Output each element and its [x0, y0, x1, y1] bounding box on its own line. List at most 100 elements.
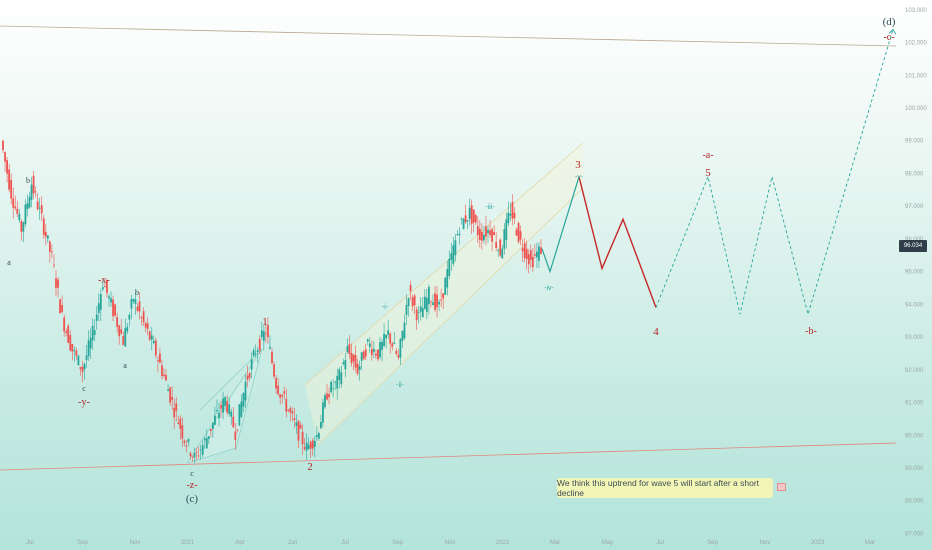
wave-label-w4[interactable]: 4: [653, 326, 659, 338]
candle-body: [222, 398, 224, 413]
candle-body: [354, 355, 357, 368]
wave-label-c2[interactable]: c: [190, 469, 194, 478]
candle-body: [423, 296, 426, 309]
candle-body: [269, 346, 271, 349]
wave-label-w2[interactable]: 2: [307, 461, 313, 473]
candle-body: [450, 253, 453, 261]
wave-label-c-big[interactable]: -c-: [883, 32, 894, 43]
candle-body: [4, 152, 6, 162]
candle-body: [487, 229, 489, 234]
wave-label-iv[interactable]: -iv-: [544, 285, 554, 292]
wedge-lower-line[interactable]: [0, 442, 897, 471]
wave-label-w3[interactable]: 3: [575, 159, 581, 171]
candle-body: [525, 248, 528, 260]
candle-body: [44, 231, 47, 237]
candle-body: [161, 365, 163, 377]
candle-body: [536, 251, 538, 258]
candle-body: [26, 203, 29, 210]
x-tick-label: 2021: [181, 540, 195, 546]
wave-label-d-paren[interactable]: (d): [883, 16, 896, 28]
wave-label-a2[interactable]: a: [123, 361, 127, 370]
wave1-channel[interactable]: [186, 348, 263, 464]
candle-body: [448, 258, 451, 277]
wave-label-b-big[interactable]: -b-: [805, 326, 817, 337]
candle-body: [73, 350, 76, 352]
candle-body: [476, 226, 479, 235]
candle-body: [179, 418, 182, 429]
candle-body: [32, 175, 35, 194]
y-tick-label: 89.000: [905, 466, 924, 472]
flag-icon[interactable]: [777, 483, 786, 491]
y-tick-label: 92.000: [905, 368, 924, 374]
candle-body: [138, 301, 141, 312]
annotation-note[interactable]: We think this uptrend for wave 5 will st…: [557, 478, 773, 498]
x-tick-label: Mar: [550, 540, 560, 546]
candle-body: [452, 245, 455, 264]
candle-body: [505, 219, 508, 240]
candle-body: [185, 445, 188, 447]
wave-label-c-paren[interactable]: (c): [186, 493, 199, 505]
x-tick-label: Jul: [656, 540, 664, 546]
trend-channels: [0, 25, 897, 471]
candle-body: [328, 394, 330, 398]
candle-body: [497, 250, 500, 251]
candle-body: [246, 375, 249, 380]
candle-body: [258, 338, 261, 351]
wedge-upper-line[interactable]: [0, 25, 897, 47]
wave-label-a-big[interactable]: -a-: [702, 150, 713, 161]
candle-body: [366, 339, 369, 342]
forecast-wave-v-path[interactable]: [541, 176, 580, 274]
candle-body: [483, 234, 485, 241]
wave-label-c1[interactable]: c: [82, 384, 86, 393]
wave-label-w5[interactable]: 5: [705, 167, 711, 179]
wave-label-i[interactable]: -i-: [382, 304, 389, 311]
candle-body: [273, 364, 275, 377]
candle-body: [209, 428, 212, 432]
candle-body: [397, 355, 400, 358]
wave-label-v[interactable]: -v-: [575, 174, 584, 181]
candle-body: [291, 411, 294, 414]
wave-label-ii[interactable]: -ii-: [396, 382, 404, 389]
wave-label-iii[interactable]: -iii-: [485, 204, 495, 211]
wave-label-b2[interactable]: b: [135, 288, 139, 297]
candle-body: [419, 306, 422, 312]
candle-body: [440, 299, 443, 301]
wave-label-a1[interactable]: a: [7, 258, 11, 267]
candle-body: [40, 205, 43, 214]
wave-label-w1[interactable]: 1: [262, 316, 268, 328]
candle-body: [81, 366, 84, 372]
candle-body: [150, 335, 153, 340]
candle-body: [51, 251, 53, 253]
candle-body: [507, 212, 510, 224]
candle-body: [207, 436, 210, 439]
candle-body: [154, 340, 157, 356]
candle-body: [350, 353, 353, 364]
candle-body: [167, 389, 169, 392]
forecast-wave-4-path[interactable]: [578, 176, 657, 308]
candle-body: [193, 452, 196, 458]
candle-body: [122, 336, 125, 345]
wave-label-b1[interactable]: b: [26, 176, 30, 185]
candle-body: [191, 456, 194, 458]
candle-body: [538, 246, 540, 261]
rising-channel-lower[interactable]: [317, 187, 584, 446]
candle-body: [372, 348, 375, 352]
wave-label-y-label[interactable]: -y-: [78, 397, 90, 408]
candle-body: [175, 403, 178, 411]
candle-body: [89, 337, 92, 349]
candle-body: [368, 343, 371, 348]
y-tick-label: 102.000: [905, 41, 927, 47]
candle-body: [444, 277, 447, 295]
candle-body: [277, 385, 280, 394]
candle-body: [428, 286, 430, 305]
wave-label-z-label[interactable]: -z-: [186, 480, 197, 491]
candle-body: [55, 278, 57, 288]
candle-body: [279, 394, 282, 398]
candle-body: [275, 378, 277, 389]
forecast-projection-path[interactable]: [655, 29, 894, 316]
candle-body: [375, 353, 377, 356]
y-tick-label: 91.000: [905, 401, 924, 407]
wave-label-x-label[interactable]: -x-: [98, 275, 110, 286]
